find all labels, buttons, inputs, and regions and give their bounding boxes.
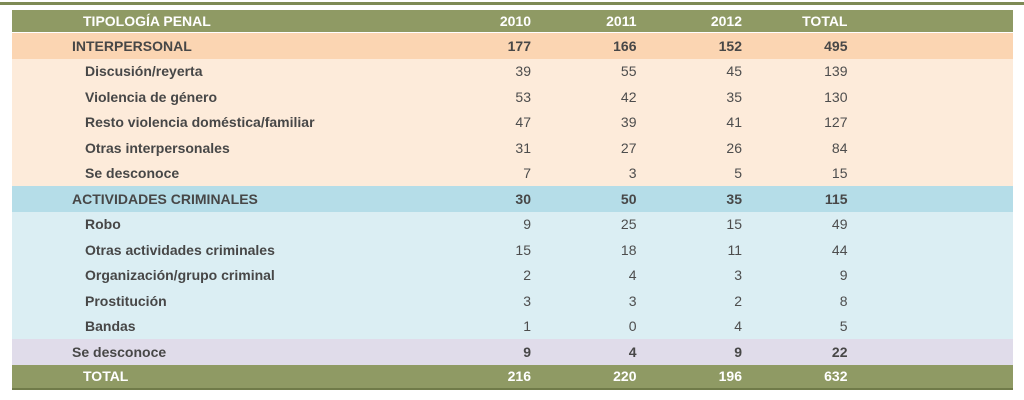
value-total: 49 <box>831 216 848 233</box>
value-2010: 1 <box>523 318 531 335</box>
value-total: 22 <box>831 343 848 360</box>
col-header-2012: 2012 <box>710 13 742 29</box>
table-row-se-desconoce-interpersonal: Se desconoce 7 3 5 15 <box>12 160 1013 186</box>
value-2012: 41 <box>726 114 742 131</box>
table-row-violencia-genero: Violencia de género 53 42 35 130 <box>12 84 1013 110</box>
table-row-otras-interpersonales: Otras interpersonales 31 27 26 84 <box>12 135 1013 161</box>
row-label: Resto violencia doméstica/familiar <box>85 114 315 131</box>
value-2010: 39 <box>515 63 531 80</box>
value-2012: 3 <box>734 267 742 284</box>
value-total: 495 <box>824 37 848 54</box>
value-2012: 5 <box>734 165 742 182</box>
table-row-robo: Robo 9 25 15 49 <box>12 211 1013 237</box>
table-row-bandas: Bandas 1 0 4 5 <box>12 313 1013 339</box>
value-2012: 26 <box>726 139 742 156</box>
value-2011: 27 <box>620 139 637 156</box>
value-2010: 2 <box>523 267 531 284</box>
value-2012: 152 <box>718 37 742 54</box>
value-2012: 4 <box>734 318 742 335</box>
value-2011: 3 <box>628 165 637 182</box>
table-row-actividades-criminales: ACTIVIDADES CRIMINALES 30 50 35 115 <box>12 186 1013 212</box>
value-2011: 220 <box>613 368 637 385</box>
value-2011: 3 <box>628 292 637 309</box>
table-row-organizacion-grupo-criminal: Organización/grupo criminal 2 4 3 9 <box>12 262 1013 288</box>
row-label: Bandas <box>85 318 136 335</box>
value-total: 115 <box>824 190 848 207</box>
value-total: 9 <box>839 267 848 284</box>
value-total: 632 <box>824 368 848 385</box>
value-total: 8 <box>839 292 848 309</box>
row-label: TOTAL <box>83 368 129 385</box>
value-2012: 9 <box>734 343 742 360</box>
col-header-2010: 2010 <box>499 13 531 29</box>
value-2010: 30 <box>515 190 531 207</box>
row-label: Se desconoce <box>85 165 180 182</box>
value-2012: 45 <box>726 63 742 80</box>
value-total: 139 <box>824 63 848 80</box>
value-2012: 15 <box>726 216 742 233</box>
table-row-prostitucion: Prostitución 3 3 2 8 <box>12 288 1013 314</box>
value-2011: 50 <box>620 190 637 207</box>
table-title: TIPOLOGÍA PENAL <box>83 13 211 29</box>
row-label: Robo <box>85 216 121 233</box>
value-2010: 53 <box>515 88 531 105</box>
value-total: 44 <box>831 241 848 258</box>
value-2010: 216 <box>507 368 531 385</box>
table-row-resto-violencia-domestica: Resto violencia doméstica/familiar 47 39… <box>12 109 1013 135</box>
value-2010: 9 <box>523 343 531 360</box>
value-total: 5 <box>839 318 848 335</box>
value-total: 130 <box>824 88 848 105</box>
penal-typology-table: TIPOLOGÍA PENAL 2010 2011 2012 TOTAL INT… <box>12 10 1013 390</box>
value-total: 127 <box>824 114 848 131</box>
value-2010: 7 <box>523 165 531 182</box>
value-2011: 39 <box>620 114 637 131</box>
value-2011: 166 <box>613 37 637 54</box>
table-row-se-desconoce: Se desconoce 9 4 9 22 <box>12 339 1013 365</box>
value-2011: 4 <box>628 343 637 360</box>
top-rule <box>0 2 1024 5</box>
value-2011: 25 <box>620 216 637 233</box>
row-label: Otras interpersonales <box>85 139 230 156</box>
value-2012: 35 <box>726 88 742 105</box>
value-2010: 3 <box>523 292 531 309</box>
table-row-otras-actividades-criminales: Otras actividades criminales 15 18 11 44 <box>12 237 1013 263</box>
table-row-interpersonal: INTERPERSONAL 177 166 152 495 <box>12 33 1013 59</box>
value-2010: 47 <box>515 114 531 131</box>
value-2010: 15 <box>515 241 531 258</box>
value-2012: 2 <box>734 292 742 309</box>
value-2011: 18 <box>620 241 637 258</box>
row-label: Se desconoce <box>72 343 167 360</box>
value-2012: 11 <box>727 241 742 258</box>
value-2011: 4 <box>628 267 637 284</box>
value-2011: 55 <box>620 63 637 80</box>
value-total: 15 <box>831 165 848 182</box>
table-row-discusion-reyerta: Discusión/reyerta 39 55 45 139 <box>12 58 1013 84</box>
value-2012: 196 <box>718 368 742 385</box>
value-2010: 31 <box>515 139 531 156</box>
row-label: Otras actividades criminales <box>85 241 275 258</box>
value-total: 84 <box>831 139 848 156</box>
header-row: TIPOLOGÍA PENAL 2010 2011 2012 TOTAL <box>12 10 1013 33</box>
row-label: Organización/grupo criminal <box>85 267 275 284</box>
row-label: Prostitución <box>85 292 167 309</box>
row-label: ACTIVIDADES CRIMINALES <box>72 190 258 207</box>
col-header-total: TOTAL <box>802 13 848 29</box>
value-2011: 0 <box>628 318 637 335</box>
value-2010: 9 <box>523 216 531 233</box>
row-label: INTERPERSONAL <box>72 37 192 54</box>
col-header-2011: 2011 <box>606 13 637 29</box>
row-label: Violencia de género <box>85 88 218 105</box>
value-2011: 42 <box>620 88 637 105</box>
row-label: Discusión/reyerta <box>85 63 203 80</box>
value-2012: 35 <box>726 190 742 207</box>
value-2010: 177 <box>507 37 531 54</box>
table-row-total: TOTAL 216 220 196 632 <box>12 364 1013 390</box>
